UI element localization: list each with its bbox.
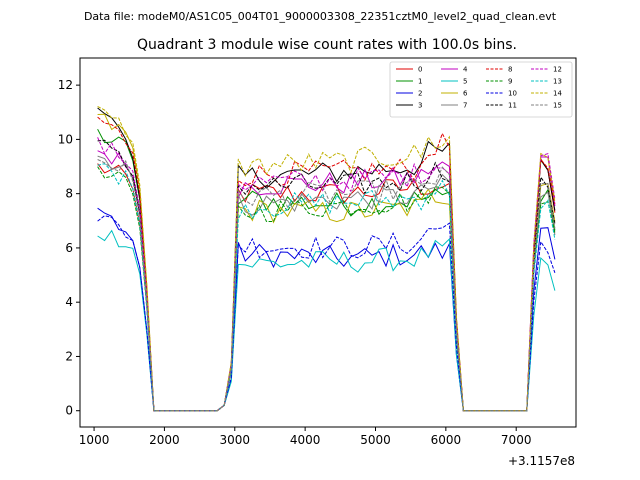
plot-frame [79, 57, 577, 428]
chart-title: Quadrant 3 module wise count rates with … [137, 37, 517, 53]
legend-label-9: 9 [508, 78, 512, 86]
legend-label-10: 10 [508, 90, 517, 98]
series-line-14 [97, 106, 556, 412]
legend-label-4: 4 [463, 66, 468, 74]
series-line-10 [97, 215, 556, 412]
y-tick-label: 6 [65, 241, 73, 255]
series-line-9 [97, 166, 556, 412]
x-axis: 1000 2000 3000 4000 5000 6000 7000 [79, 427, 532, 447]
y-tick-label: 12 [58, 78, 73, 92]
series-line-11 [97, 139, 556, 412]
legend-box [389, 61, 573, 118]
series-line-8 [97, 116, 556, 412]
y-axis: 0 2 4 6 8 10 12 [58, 78, 80, 418]
legend-label-5: 5 [463, 78, 467, 86]
legend-label-13: 13 [553, 78, 562, 86]
legend-label-1: 1 [418, 78, 422, 86]
series-line-4 [97, 150, 556, 412]
series-line-7 [97, 155, 556, 412]
series-line-1 [97, 128, 556, 412]
x-tick-label: 1000 [79, 433, 110, 447]
legend-label-3: 3 [418, 102, 422, 110]
x-offset-label: +3.1157e8 [508, 454, 575, 468]
x-tick-label: 4000 [290, 433, 321, 447]
y-tick-label: 0 [65, 404, 73, 418]
legend-label-7: 7 [463, 102, 467, 110]
y-tick-label: 10 [58, 132, 73, 146]
series-line-5 [97, 229, 556, 412]
legend-label-6: 6 [463, 90, 468, 98]
legend-label-2: 2 [418, 90, 422, 98]
series-line-13 [97, 163, 556, 412]
legend-label-8: 8 [508, 66, 512, 74]
series-line-3 [97, 107, 556, 412]
legend-label-11: 11 [508, 102, 517, 110]
series-line-6 [97, 113, 556, 412]
data-file-header: Data file: modeM0/AS1C05_004T01_90000033… [84, 10, 557, 23]
legend-label-0: 0 [418, 66, 422, 74]
y-tick-label: 2 [65, 349, 73, 363]
y-tick-label: 4 [65, 295, 73, 309]
series-line-2 [97, 207, 556, 412]
x-tick-label: 7000 [501, 433, 532, 447]
legend-label-14: 14 [553, 90, 562, 98]
series-lines [97, 106, 556, 412]
y-tick-label: 8 [65, 187, 73, 201]
legend-label-12: 12 [553, 66, 562, 74]
x-tick-label: 5000 [360, 433, 391, 447]
x-tick-label: 3000 [220, 433, 251, 447]
x-tick-label: 2000 [149, 433, 180, 447]
series-line-15 [97, 159, 556, 412]
legend-label-15: 15 [553, 102, 562, 110]
x-tick-label: 6000 [431, 433, 462, 447]
series-line-0 [97, 157, 556, 412]
